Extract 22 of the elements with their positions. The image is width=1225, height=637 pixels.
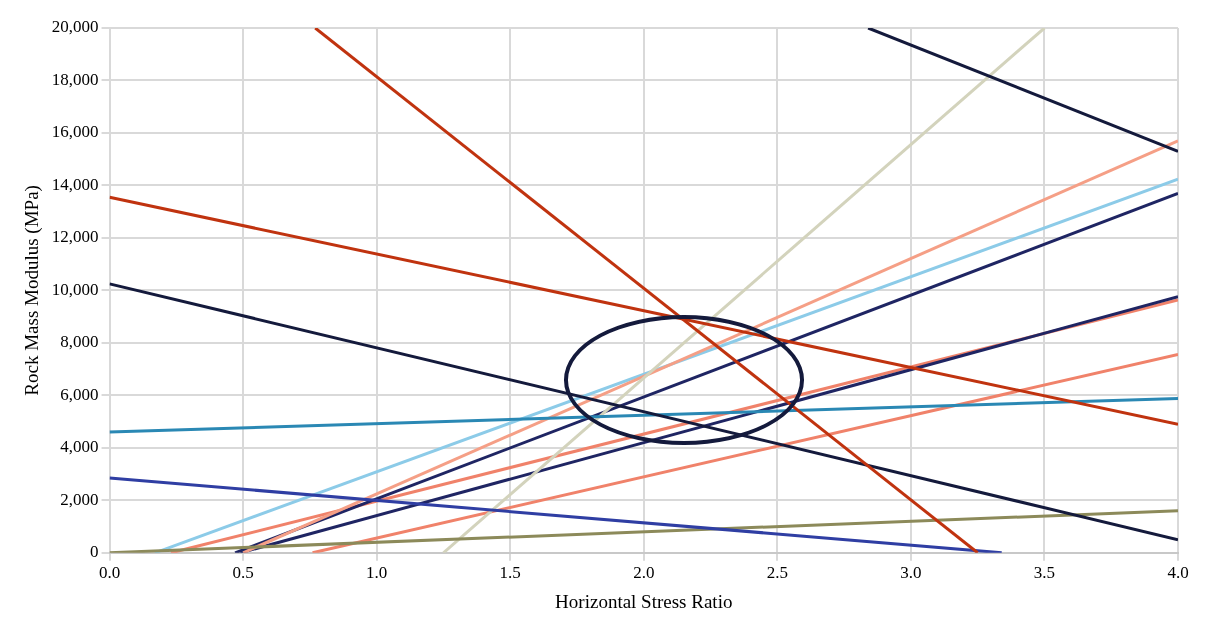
- x-tick-label: 2.0: [633, 563, 655, 583]
- y-tick-label: 18,000: [51, 69, 99, 89]
- x-tick-label: 4.0: [1167, 563, 1189, 583]
- y-tick-label: 8,000: [60, 332, 99, 352]
- x-tick-label: 1.0: [366, 563, 388, 583]
- y-tick-label: 0: [90, 542, 99, 562]
- y-tick-label: 10,000: [51, 279, 99, 299]
- y-tick-label: 20,000: [51, 17, 99, 37]
- x-tick-label: 1.5: [499, 563, 521, 583]
- y-axis-title: Rock Mass Modulus (MPa): [21, 185, 44, 396]
- y-tick-label: 16,000: [51, 122, 99, 142]
- y-tick-label: 6,000: [60, 384, 99, 404]
- y-tick-label: 2,000: [60, 489, 99, 509]
- x-tick-label: 0.0: [98, 563, 121, 583]
- y-tick-label: 4,000: [60, 437, 99, 457]
- y-tick-label: 12,000: [51, 227, 99, 247]
- x-tick-label: 0.5: [232, 563, 254, 583]
- y-tick-label: 14,000: [51, 174, 99, 194]
- x-axis-title: Horizontal Stress Ratio: [555, 590, 733, 612]
- x-tick-label: 3.5: [1033, 563, 1056, 583]
- x-tick-label: 2.5: [766, 563, 788, 583]
- x-tick-label: 3.0: [900, 563, 922, 583]
